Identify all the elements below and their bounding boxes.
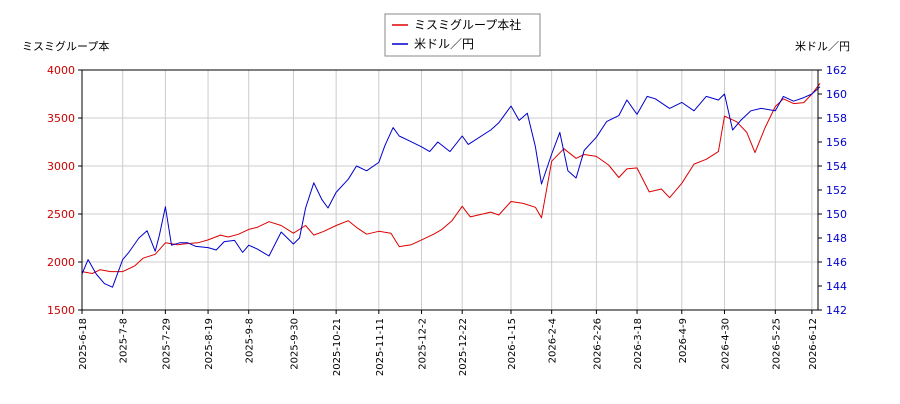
left-axis-title: ミスミグループ本: [22, 39, 109, 53]
x-tick-label: 2026-5-25: [771, 318, 782, 370]
x-tick-label: 2026-2-26: [592, 318, 603, 370]
x-tick-label: 2025-7-29: [161, 318, 172, 370]
right-tick-label: 150: [826, 208, 847, 221]
right-tick-label: 144: [826, 280, 847, 293]
x-tick-label: 2025-7-8: [119, 318, 130, 363]
right-tick-label: 158: [826, 112, 847, 125]
right-tick-label: 148: [826, 232, 847, 245]
x-tick-label: 2025-8-19: [204, 318, 215, 370]
left-tick-label: 3000: [47, 160, 75, 173]
right-tick-label: 142: [826, 304, 847, 317]
right-tick-label: 162: [826, 64, 847, 77]
x-tick-label: 2025-10-21: [332, 318, 343, 376]
x-tick-label: 2026-6-12: [808, 318, 819, 370]
series-line-stock: [81, 83, 821, 274]
x-tick-label: 2026-4-9: [678, 318, 689, 363]
x-tick-label: 2025-11-11: [375, 318, 386, 376]
legend: ミスミグループ本社 米ドル／円: [384, 13, 541, 57]
legend-box: [384, 13, 541, 57]
right-tick-label: 156: [826, 136, 847, 149]
left-tick-label: 4000: [47, 64, 75, 77]
series-layer: [81, 83, 821, 288]
right-tick-label: 146: [826, 256, 847, 269]
right-tick-label: 160: [826, 88, 847, 101]
legend-label-stock: ミスミグループ本社: [414, 17, 521, 32]
series-line-usdjpy: [81, 86, 821, 288]
x-tick-label: 2025-12-2: [418, 318, 429, 370]
axes: 1500 2000 2500 3000 3500 4000 142 144 146 148 150 1…: [47, 64, 847, 376]
legend-label-usdjpy: 米ドル／円: [414, 37, 474, 51]
x-tick-label: 2025-9-8: [245, 318, 256, 363]
right-tick-label: 154: [826, 160, 847, 173]
x-tick-label: 2026-3-18: [633, 318, 644, 370]
right-axis-title: 米ドル／円: [795, 40, 850, 53]
left-tick-label: 1500: [47, 304, 75, 317]
x-tick-label: 2025-9-30: [289, 318, 300, 370]
right-tick-label: 152: [826, 184, 847, 197]
x-tick-label: 2025-6-18: [78, 318, 89, 370]
grid: [81, 69, 818, 311]
left-tick-label: 2000: [47, 256, 75, 269]
x-tick-label: 2026-2-4: [548, 318, 559, 363]
x-tick-label: 2025-12-22: [458, 318, 469, 376]
plot-frame: [81, 69, 819, 311]
left-tick-label: 2500: [47, 208, 75, 221]
x-tick-label: 2026-4-30: [720, 318, 731, 370]
x-tick-label: 2026-1-15: [507, 318, 518, 370]
left-tick-label: 3500: [47, 112, 75, 125]
